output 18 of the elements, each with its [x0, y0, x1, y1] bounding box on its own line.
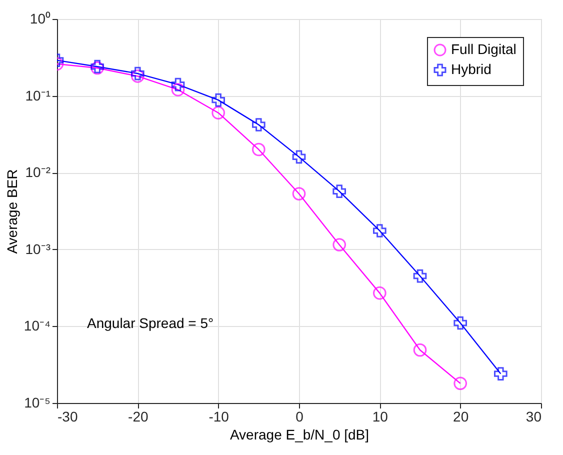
y-tick-label: 10⁻²: [25, 164, 51, 180]
x-tick-label: -10: [208, 408, 230, 424]
annotation: Angular Spread = 5°: [87, 315, 214, 331]
x-tick-label: 30: [526, 408, 542, 424]
x-tick-label: -30: [58, 408, 78, 424]
x-tick-label: 0: [296, 408, 304, 424]
y-tick-label: 10⁻¹: [25, 87, 51, 104]
y-tick-label: 10⁻⁵: [24, 394, 50, 410]
x-tick-label: 10: [372, 408, 388, 424]
y-tick-label: 10⁰: [30, 10, 50, 26]
y-tick-label: 10⁻⁴: [24, 318, 50, 334]
legend-label: Hybrid: [451, 61, 492, 77]
y-axis-title: Average BER: [4, 169, 20, 254]
y-tick-label: 10⁻³: [25, 240, 51, 257]
x-axis-title: Average E_b/N_0 [dB]: [230, 426, 370, 442]
x-tick-label: 20: [453, 408, 469, 424]
x-tick-label: -20: [128, 408, 148, 424]
legend-label: Full Digital: [451, 41, 516, 57]
